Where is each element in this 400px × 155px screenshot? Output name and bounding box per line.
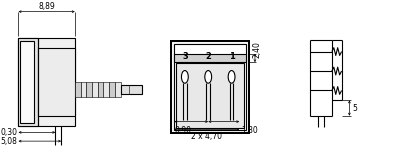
- Text: 2: 2: [205, 52, 211, 61]
- Text: 0,30: 0,30: [0, 128, 18, 137]
- Bar: [18, 38, 75, 126]
- Ellipse shape: [182, 71, 188, 83]
- Text: 2,40: 2,40: [252, 41, 261, 58]
- Bar: [176, 63, 244, 128]
- Bar: [86, 82, 92, 97]
- Ellipse shape: [205, 71, 212, 83]
- Text: 1,80: 1,80: [241, 126, 258, 135]
- Bar: [18, 38, 38, 126]
- Bar: [174, 53, 246, 62]
- Bar: [75, 82, 80, 97]
- Bar: [171, 41, 249, 133]
- Bar: [38, 48, 75, 116]
- Text: 5: 5: [352, 104, 357, 113]
- Text: 5,08: 5,08: [0, 137, 18, 146]
- Bar: [104, 82, 109, 97]
- Bar: [80, 82, 86, 97]
- Text: 1: 1: [229, 52, 234, 61]
- Text: 8,89: 8,89: [38, 2, 55, 11]
- Bar: [92, 82, 98, 97]
- Text: 2 x 4,70: 2 x 4,70: [191, 132, 222, 141]
- Bar: [121, 85, 142, 94]
- Bar: [115, 82, 121, 97]
- Bar: [20, 41, 34, 123]
- Bar: [98, 82, 104, 97]
- Text: 3: 3: [182, 52, 188, 61]
- Text: 0,90: 0,90: [174, 126, 191, 135]
- Bar: [174, 44, 246, 130]
- Bar: [109, 82, 115, 97]
- Ellipse shape: [228, 71, 235, 83]
